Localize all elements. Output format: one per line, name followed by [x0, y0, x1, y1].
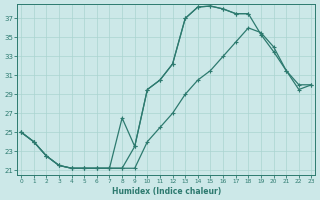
X-axis label: Humidex (Indice chaleur): Humidex (Indice chaleur): [112, 187, 221, 196]
